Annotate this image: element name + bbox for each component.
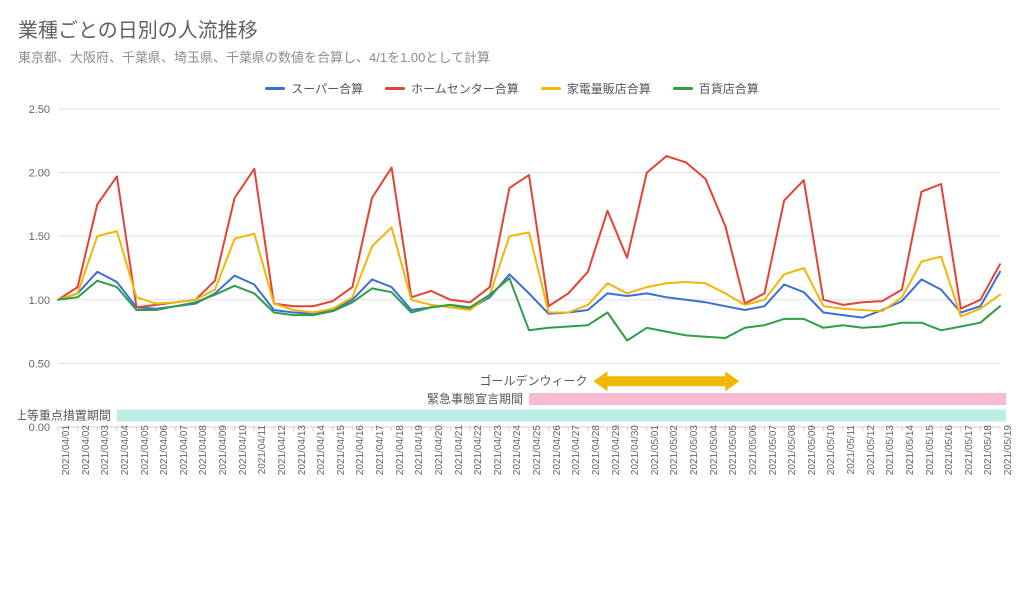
line-chart: 0.00 0.50 1.00 1.50 2.00 2.50 まん延防止等重点措置期間 緊急事態…	[18, 103, 1006, 513]
legend-label: ホームセンター合算	[411, 80, 519, 97]
svg-text:0.00: 0.00	[29, 422, 50, 434]
svg-text:ゴールデンウィーク: ゴールデンウィーク	[479, 373, 587, 388]
legend-item-electronics: 家電量販店合算	[541, 80, 651, 97]
legend-swatch	[265, 87, 285, 90]
legend-swatch	[541, 87, 561, 90]
chart-title: 業種ごとの日別の人流推移	[18, 14, 1006, 43]
legend-swatch	[385, 87, 405, 90]
svg-text:まん延防止等重点措置期間: まん延防止等重点措置期間	[18, 408, 111, 423]
chart-subtitle: 東京都、大阪府、千葉県、埼玉県、千葉県の数値を合算し、4/1を1.00として計算	[18, 47, 1006, 66]
svg-text:2.50: 2.50	[29, 104, 50, 116]
legend-label: スーパー合算	[291, 80, 363, 97]
svg-text:1.00: 1.00	[29, 295, 50, 307]
legend: スーパー合算 ホームセンター合算 家電量販店合算 百貨店合算	[18, 80, 1006, 97]
svg-text:0.50: 0.50	[29, 358, 50, 370]
legend-item-homecenter: ホームセンター合算	[385, 80, 519, 97]
legend-label: 家電量販店合算	[567, 80, 651, 97]
svg-text:2.00: 2.00	[29, 168, 50, 180]
legend-item-department: 百貨店合算	[673, 80, 759, 97]
legend-item-supermarket: スーパー合算	[265, 80, 363, 97]
legend-label: 百貨店合算	[699, 80, 759, 97]
svg-text:緊急事態宣言期間: 緊急事態宣言期間	[427, 391, 523, 406]
svg-text:1.50: 1.50	[29, 231, 50, 243]
legend-swatch	[673, 87, 693, 90]
